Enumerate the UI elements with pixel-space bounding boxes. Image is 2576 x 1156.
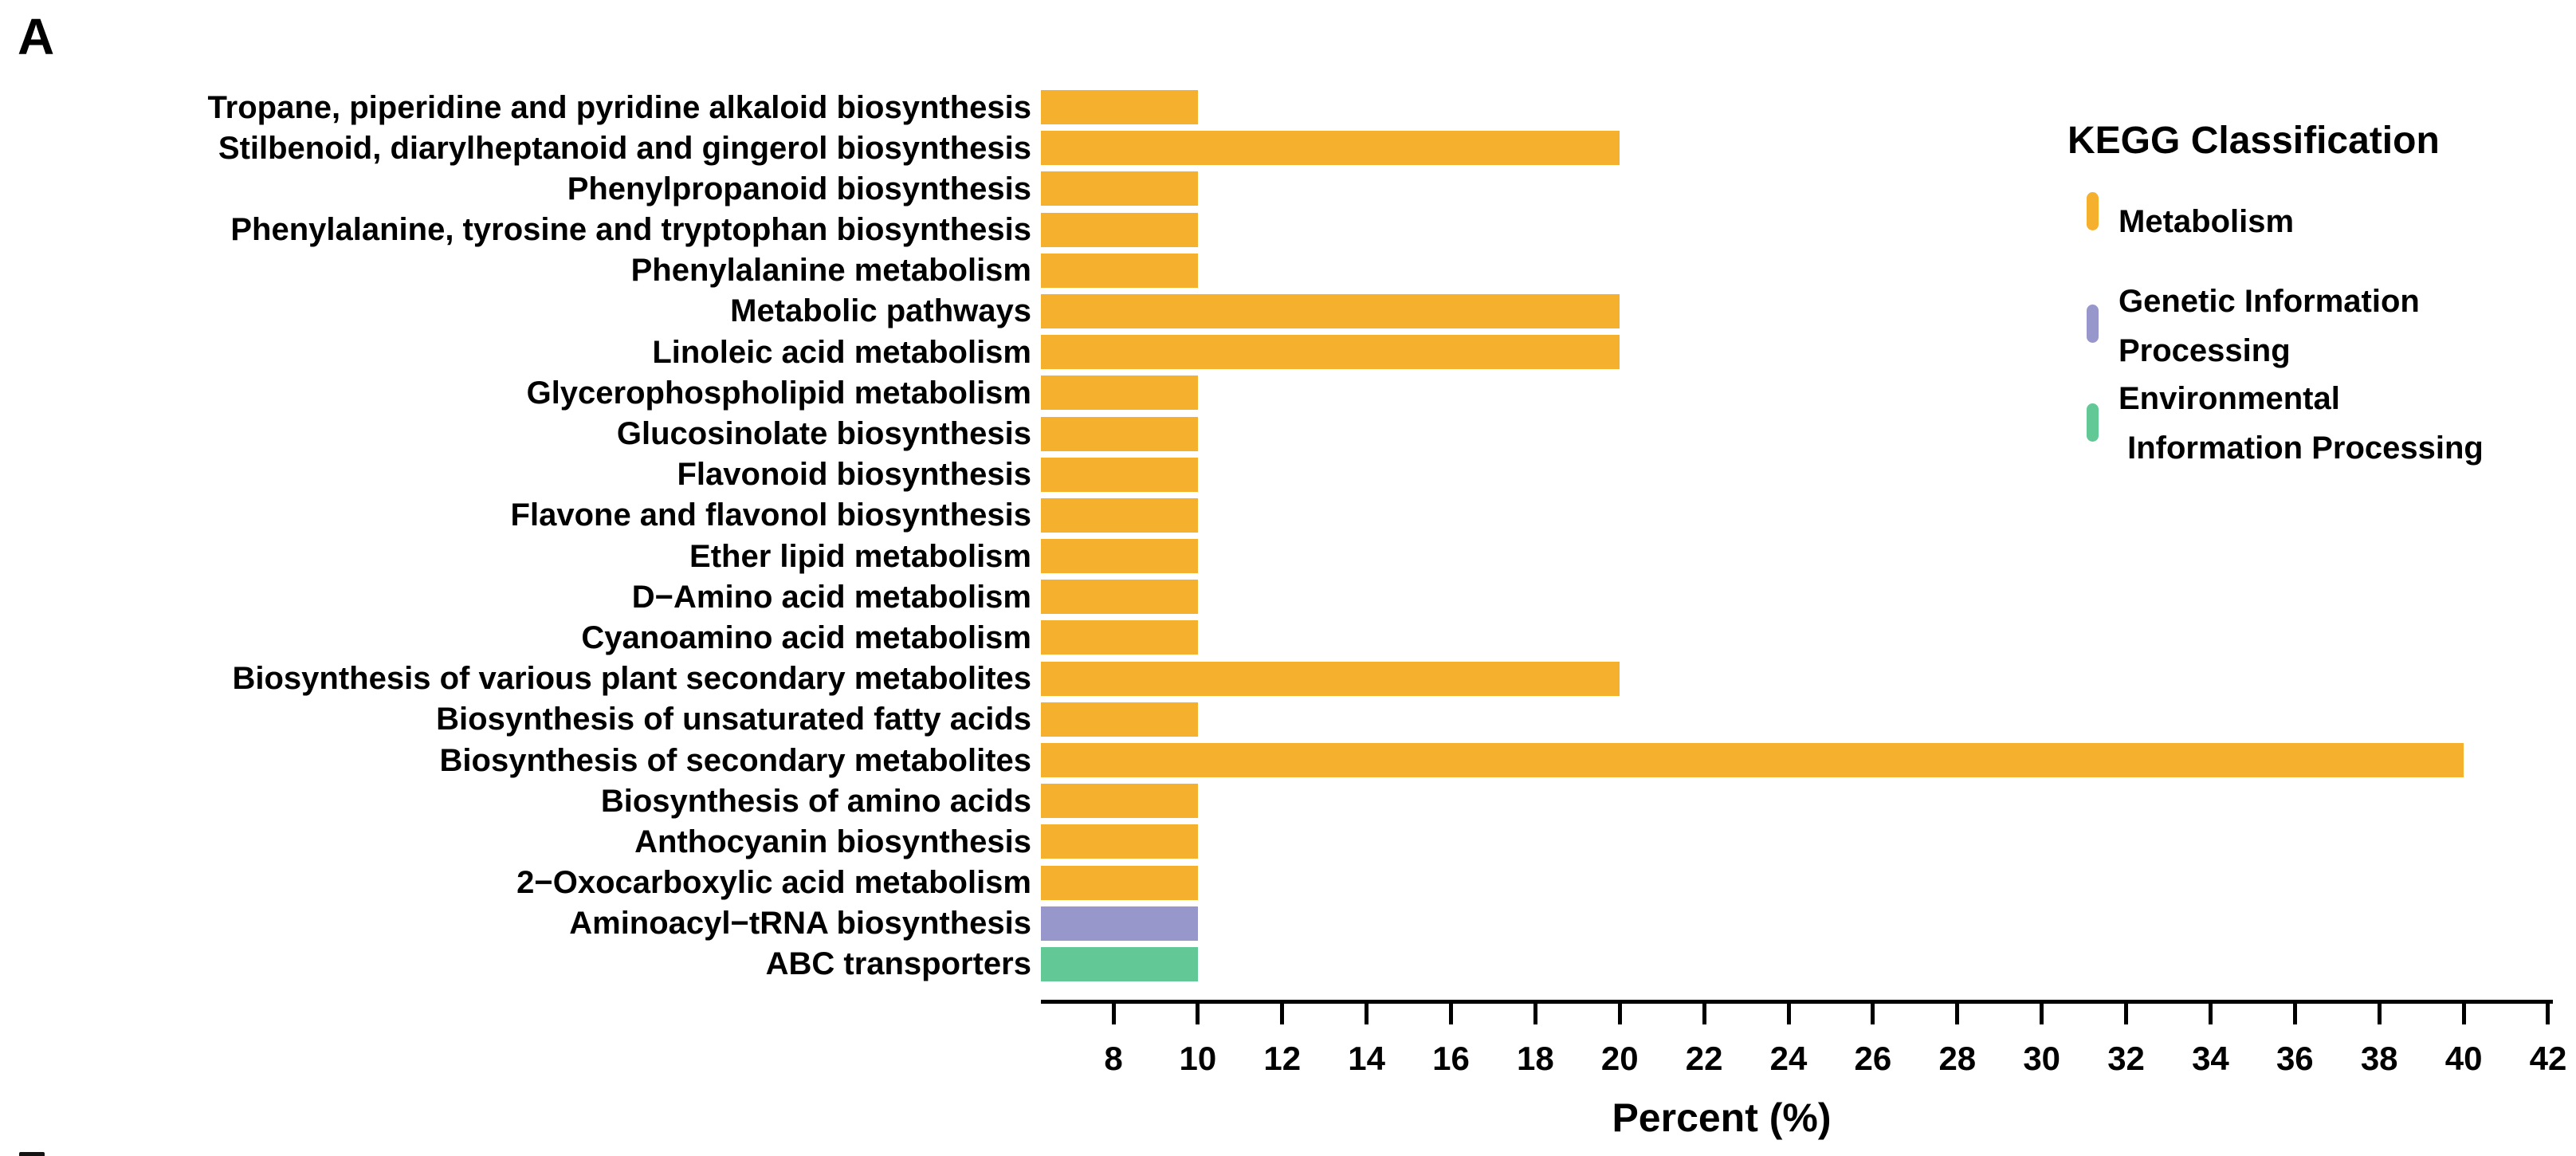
category-label: Biosynthesis of secondary metabolites — [439, 742, 1031, 778]
legend-label-genetic-information-processing: Genetic Information Processing — [2119, 277, 2420, 376]
category-label: Biosynthesis of amino acids — [600, 783, 1031, 819]
category-label: Cyanoamino acid metabolism — [581, 619, 1031, 655]
next-panel-cropped-letter-mark — [19, 1152, 45, 1156]
category-label: Phenylpropanoid biosynthesis — [567, 171, 1031, 206]
x-tick-label: 30 — [2023, 1040, 2061, 1077]
x-tick — [1955, 1004, 1960, 1024]
category-label: D−Amino acid metabolism — [631, 579, 1031, 615]
x-tick — [2040, 1004, 2044, 1024]
legend-key-genetic-information-processing — [2087, 305, 2099, 343]
x-axis-line — [1041, 1000, 2553, 1004]
legend-label-line: Information Processing — [2119, 431, 2484, 466]
bar — [1041, 171, 1198, 206]
category-label: Metabolic pathways — [730, 293, 1031, 329]
x-tick — [1111, 1004, 1116, 1024]
category-label: Biosynthesis of various plant secondary … — [232, 661, 1032, 697]
x-tick-label: 16 — [1432, 1040, 1470, 1077]
bar — [1041, 293, 1620, 328]
bar — [1041, 539, 1198, 574]
x-tick — [1280, 1004, 1285, 1024]
x-tick — [2546, 1004, 2550, 1024]
x-tick-label: 12 — [1263, 1040, 1302, 1077]
x-tick — [2377, 1004, 2382, 1024]
x-tick-label: 36 — [2276, 1040, 2314, 1077]
x-tick-label: 20 — [1600, 1040, 1639, 1077]
category-label: Glycerophospholipid metabolism — [526, 375, 1031, 411]
x-tick — [1365, 1004, 1369, 1024]
bar — [1041, 253, 1198, 288]
x-tick — [2124, 1004, 2129, 1024]
category-label: Linoleic acid metabolism — [652, 334, 1031, 370]
x-tick-label: 14 — [1348, 1040, 1385, 1077]
x-tick — [2208, 1004, 2213, 1024]
bar — [1041, 784, 1198, 819]
x-tick — [1786, 1004, 1791, 1024]
x-tick-label: 34 — [2192, 1040, 2229, 1077]
category-label: ABC transporters — [765, 946, 1031, 982]
x-tick-label: 42 — [2529, 1040, 2567, 1077]
category-label: Glucosinolate biosynthesis — [616, 416, 1031, 452]
legend-title: KEGG Classification — [2067, 120, 2440, 162]
x-tick — [2461, 1004, 2466, 1024]
category-label: Stilbenoid, diarylheptanoid and gingerol… — [218, 130, 1031, 166]
category-label: Tropane, piperidine and pyridine alkaloi… — [207, 89, 1031, 125]
category-label: Phenylalanine metabolism — [630, 253, 1031, 289]
x-tick-label: 28 — [1938, 1040, 1977, 1077]
x-tick — [1449, 1004, 1454, 1024]
bar — [1041, 90, 1198, 124]
legend-label-metabolism: Metabolism — [2119, 204, 2295, 239]
bar — [1041, 906, 1198, 941]
legend-label-line: Genetic Information — [2119, 284, 2420, 319]
category-label: Ether lipid metabolism — [689, 538, 1031, 574]
legend-label-line: Environmental — [2119, 381, 2340, 416]
bar — [1041, 743, 2464, 778]
category-label: Anthocyanin biosynthesis — [634, 824, 1031, 859]
x-tick-label: 10 — [1179, 1040, 1217, 1077]
x-tick — [1533, 1004, 1537, 1024]
category-label: 2−Oxocarboxylic acid metabolism — [516, 865, 1031, 901]
category-label: Aminoacyl−tRNA biosynthesis — [569, 906, 1031, 942]
x-tick-label: 38 — [2360, 1040, 2398, 1077]
x-tick-label: 24 — [1769, 1040, 1808, 1077]
bar — [1041, 580, 1198, 615]
x-tick — [1196, 1004, 1200, 1024]
bar — [1041, 702, 1198, 737]
x-tick — [1702, 1004, 1706, 1024]
legend-key-metabolism — [2087, 192, 2099, 230]
bar — [1041, 335, 1620, 370]
bar — [1041, 824, 1198, 859]
bar — [1041, 946, 1198, 981]
bar — [1041, 620, 1198, 655]
x-tick — [1871, 1004, 1875, 1024]
x-tick-label: 22 — [1685, 1040, 1723, 1077]
category-label: Phenylalanine, tyrosine and tryptophan b… — [230, 212, 1031, 248]
panel-letter: A — [18, 8, 55, 65]
x-tick — [1617, 1004, 1622, 1024]
bar — [1041, 497, 1198, 533]
x-tick-label: 40 — [2444, 1040, 2483, 1077]
x-tick-label: 8 — [1104, 1040, 1123, 1077]
legend-key-environmental-information-processing — [2087, 403, 2099, 442]
bar — [1041, 457, 1198, 492]
x-tick-label: 32 — [2107, 1040, 2145, 1077]
legend-label-line: Processing — [2119, 333, 2291, 368]
legend-label-environmental-information-processing: Environmental Information Processing — [2119, 374, 2484, 473]
bar — [1041, 376, 1198, 411]
x-tick-label: 18 — [1517, 1040, 1554, 1077]
x-axis-title: Percent (%) — [1612, 1095, 1832, 1140]
bar — [1041, 212, 1198, 247]
x-tick-label: 26 — [1854, 1040, 1892, 1077]
category-label: Flavone and flavonol biosynthesis — [510, 497, 1031, 533]
bar — [1041, 416, 1198, 451]
bar — [1041, 661, 1620, 696]
category-label: Biosynthesis of unsaturated fatty acids — [436, 702, 1031, 737]
category-label: Flavonoid biosynthesis — [677, 457, 1031, 493]
x-tick — [2292, 1004, 2297, 1024]
bar — [1041, 131, 1620, 166]
bar — [1041, 865, 1198, 900]
